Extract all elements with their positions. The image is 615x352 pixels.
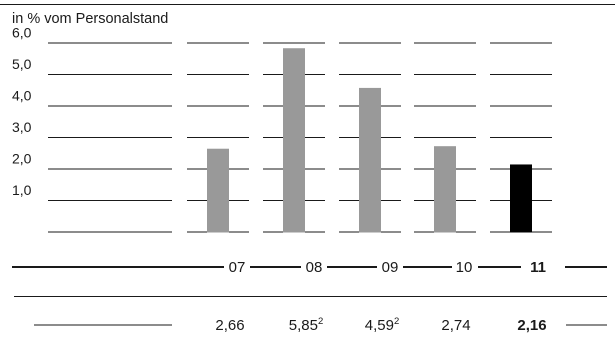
y-tick-label: 2,0	[12, 151, 32, 167]
value-label-10: 2,74	[441, 317, 470, 334]
footnote-marker: 2	[318, 316, 323, 327]
category-label-09: 09	[382, 259, 399, 276]
bar-07	[207, 148, 229, 233]
value-label-07: 2,66	[215, 317, 244, 334]
y-tick-label: 1,0	[12, 182, 32, 198]
value-label-08: 5,852	[289, 316, 324, 334]
unit-label: in % vom Personalstand	[12, 11, 168, 27]
value-label-11: 2,16	[517, 317, 546, 334]
y-tick-label: 5,0	[12, 56, 32, 72]
gridlines	[48, 42, 552, 233]
bar-09	[359, 87, 381, 233]
category-axis: 07 08 09 10 11	[12, 259, 607, 276]
y-tick-label: 4,0	[12, 88, 32, 104]
y-axis-tick-labels: 6,0 5,0 4,0 3,0 2,0 1,0	[12, 25, 32, 199]
value-label-09: 4,592	[365, 316, 400, 334]
footnote-marker: 2	[394, 316, 399, 327]
category-label-08: 08	[306, 259, 323, 276]
bar-08	[283, 48, 305, 233]
y-tick-label: 3,0	[12, 119, 32, 135]
category-label-11: 11	[530, 259, 546, 276]
category-label-10: 10	[456, 259, 473, 276]
value-row: 2,66 5,852 4,592 2,74 2,16	[34, 316, 607, 334]
bar-11	[510, 164, 532, 233]
bars	[207, 48, 532, 233]
category-label-07: 07	[229, 259, 246, 276]
y-tick-label: 6,0	[12, 25, 32, 41]
bar-10	[434, 146, 456, 233]
